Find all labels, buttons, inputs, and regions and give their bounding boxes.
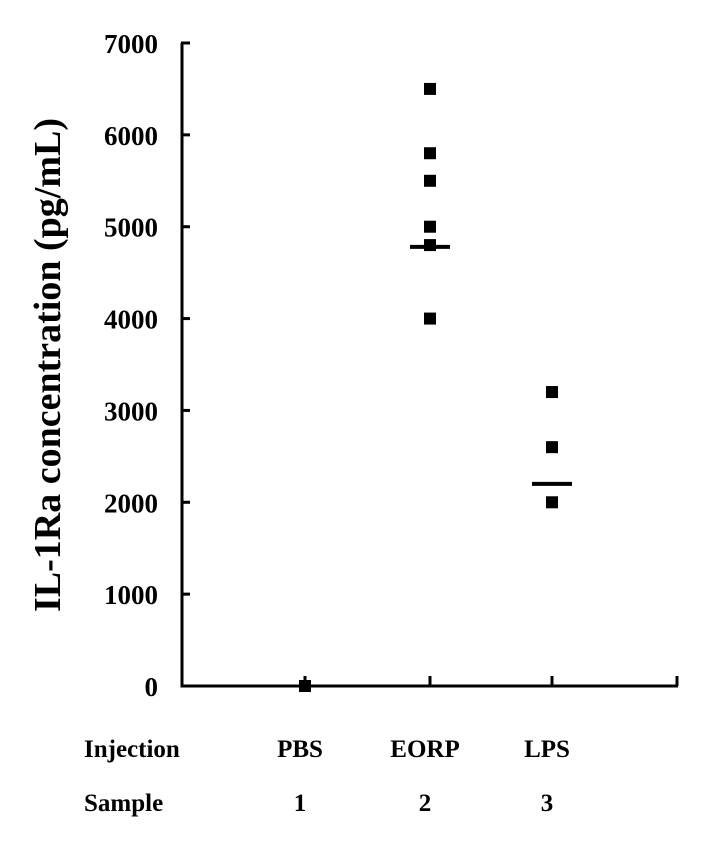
table-cell: 1 [294,790,307,817]
table-row-label: Sample [84,790,163,817]
table-cell: EORP [390,736,459,763]
y-tick-label: 0 [145,672,159,702]
table-cell: LPS [524,736,570,763]
data-point-lps [546,386,558,399]
axes [180,43,678,688]
data-point-eorp [424,147,436,160]
table-cell: 3 [541,790,554,817]
table-row-label: Injection [84,736,180,763]
data-point-pbs [299,680,311,692]
y-ticks: 0 1000 2000 3000 4000 5000 6000 7000 [104,29,190,702]
data-point-eorp [424,312,436,325]
y-tick-label: 2000 [104,488,158,518]
data-point-lps [546,441,558,454]
mean-lines [410,244,572,486]
data-point-eorp [424,220,436,233]
table-cell: PBS [277,736,323,763]
table-cell: 2 [419,790,432,817]
data-point-eorp [424,82,436,95]
data-points [299,82,558,692]
y-axis-label: IL-1Ra concentration (pg/mL) [27,118,69,612]
y-tick-label: 5000 [104,213,158,243]
y-tick-label: 6000 [104,121,158,151]
category-table: Injection PBS EORP LPS Sample 1 2 3 [84,736,570,817]
y-tick-label: 1000 [104,580,158,610]
y-tick-label: 4000 [104,305,158,335]
y-tick-label: 7000 [104,29,158,59]
y-tick-label: 3000 [104,396,158,426]
data-point-eorp [424,174,436,187]
data-point-lps [546,496,558,509]
